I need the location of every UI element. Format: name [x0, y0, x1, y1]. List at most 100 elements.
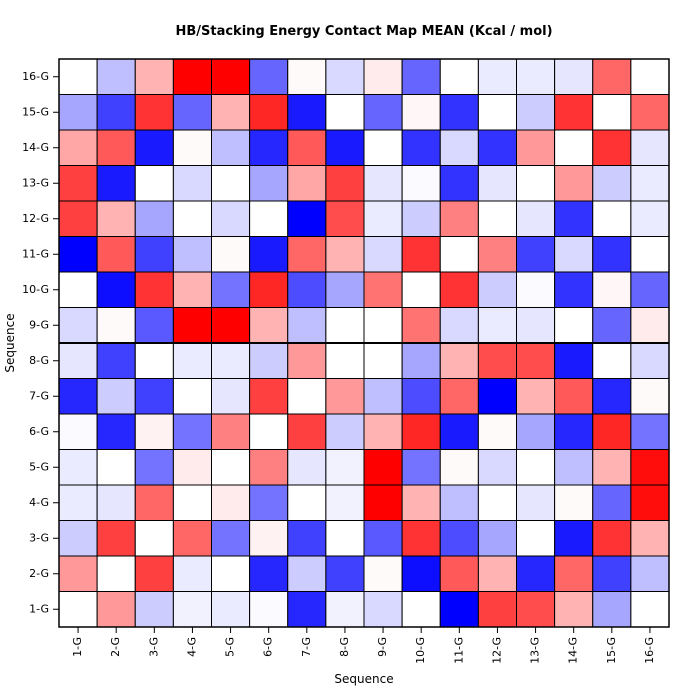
heatmap-cell — [134, 555, 174, 592]
heatmap-cell — [516, 520, 556, 557]
heatmap-cell — [363, 378, 403, 415]
heatmap-cell — [477, 555, 517, 592]
heatmap-cell — [58, 200, 98, 237]
heatmap-cell — [401, 94, 441, 131]
heatmap-cell — [287, 378, 327, 415]
heatmap-cell — [401, 449, 441, 486]
heatmap-cell — [554, 555, 594, 592]
heatmap-cell — [96, 58, 136, 95]
heatmap-cell — [58, 271, 98, 308]
heatmap-cell — [363, 555, 403, 592]
heatmap-cell — [172, 271, 212, 308]
heatmap-cell — [554, 413, 594, 450]
y-tick-label: 9-G — [29, 318, 49, 331]
x-tick-label: 3-G — [147, 637, 160, 657]
heatmap-cell — [211, 342, 251, 379]
heatmap-cell — [630, 271, 670, 308]
heatmap-cell — [325, 271, 365, 308]
heatmap-cell — [96, 555, 136, 592]
heatmap-cell — [363, 342, 403, 379]
heatmap-cell — [477, 449, 517, 486]
heatmap-cell — [211, 378, 251, 415]
heatmap-cell — [96, 413, 136, 450]
heatmap-cell — [172, 591, 212, 628]
heatmap-cell — [325, 413, 365, 450]
x-tick-label: 9-G — [376, 637, 389, 657]
heatmap-cell — [401, 342, 441, 379]
heatmap-cell — [592, 449, 632, 486]
heatmap-cell — [211, 129, 251, 166]
heatmap-cell — [592, 94, 632, 131]
heatmap-cell — [516, 271, 556, 308]
heatmap-cell — [249, 236, 289, 273]
heatmap-cell — [325, 591, 365, 628]
heatmap-cell — [325, 342, 365, 379]
heatmap-cell — [439, 236, 479, 273]
heatmap-cell — [401, 236, 441, 273]
heatmap-cell — [325, 378, 365, 415]
heatmap-cell — [211, 307, 251, 344]
heatmap-cell — [516, 236, 556, 273]
heatmap-cell — [630, 236, 670, 273]
heatmap-cell — [516, 342, 556, 379]
heatmap-cell — [477, 129, 517, 166]
heatmap-cell — [287, 520, 327, 557]
heatmap-cell — [439, 449, 479, 486]
heatmap-cell — [630, 58, 670, 95]
heatmap-cell — [287, 413, 327, 450]
heatmap-cell — [439, 271, 479, 308]
heatmap-cell — [363, 484, 403, 521]
y-axis-label: Sequence — [3, 313, 17, 372]
heatmap-cell — [401, 307, 441, 344]
heatmap-cell — [134, 591, 174, 628]
x-tick-label: 14-G — [567, 637, 580, 664]
heatmap-cell — [554, 94, 594, 131]
heatmap-cell — [401, 378, 441, 415]
x-tick-label: 4-G — [185, 637, 198, 657]
heatmap-cell — [401, 555, 441, 592]
heatmap-cell — [439, 307, 479, 344]
heatmap-cell — [554, 165, 594, 202]
heatmap-cell — [516, 129, 556, 166]
heatmap-cell — [554, 307, 594, 344]
heatmap-cell — [592, 591, 632, 628]
heatmap-cell — [630, 591, 670, 628]
heatmap-cell — [401, 271, 441, 308]
heatmap-cell — [249, 94, 289, 131]
heatmap-cell — [439, 342, 479, 379]
heatmap-cell — [592, 200, 632, 237]
heatmap-cell — [325, 555, 365, 592]
heatmap-cell — [516, 449, 556, 486]
heatmap-cell — [516, 413, 556, 450]
x-tick-label: 1-G — [71, 637, 84, 657]
heatmap-cell — [554, 591, 594, 628]
heatmap-cell — [287, 236, 327, 273]
heatmap-cell — [134, 58, 174, 95]
y-tick-label: 7-G — [29, 389, 49, 402]
heatmap-cell — [172, 236, 212, 273]
heatmap-cell — [401, 200, 441, 237]
heatmap-cell — [592, 58, 632, 95]
heatmap-cell — [134, 413, 174, 450]
heatmap-cell — [630, 484, 670, 521]
heatmap-cell — [249, 555, 289, 592]
heatmap-cell — [554, 484, 594, 521]
heatmap-cell — [211, 94, 251, 131]
heatmap-cell — [516, 484, 556, 521]
heatmap-cell — [630, 165, 670, 202]
heatmap-cell — [554, 58, 594, 95]
heatmap-cell — [172, 413, 212, 450]
heatmap-cell — [287, 307, 327, 344]
heatmap-cell — [325, 449, 365, 486]
heatmap-cell — [134, 200, 174, 237]
heatmap-cell — [96, 307, 136, 344]
heatmap-cell — [477, 271, 517, 308]
heatmap-cell — [211, 413, 251, 450]
heatmap-cell — [592, 520, 632, 557]
heatmap-cell — [401, 413, 441, 450]
heatmap-cell — [439, 591, 479, 628]
heatmap-cell — [287, 484, 327, 521]
heatmap-cell — [58, 555, 98, 592]
heatmap-cell — [134, 94, 174, 131]
